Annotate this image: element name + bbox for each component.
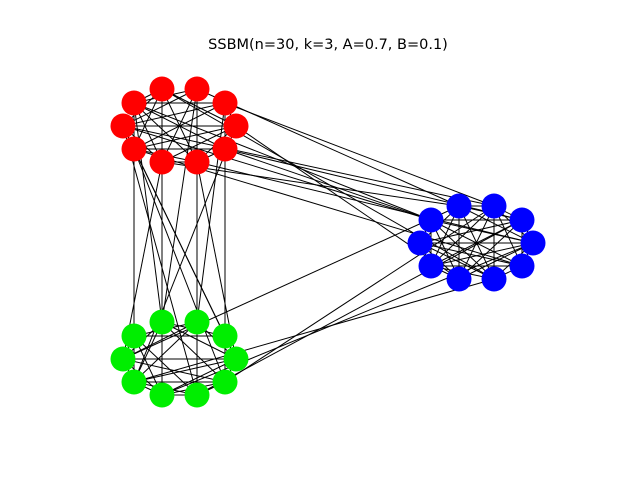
edge-4-7 [161,125,237,163]
edge-7-11 [161,161,460,207]
edge-9-24 [122,125,237,360]
node-29 [110,346,136,372]
node-28 [121,369,147,395]
edge-22-28 [133,321,198,383]
node-7 [149,149,175,175]
edge-5-10 [224,148,432,221]
edge-9-26 [122,125,198,396]
node-18 [418,253,444,279]
edge-11-14 [458,205,534,244]
edge-22-29 [122,321,198,360]
edge-21-25 [161,321,226,383]
node-13 [509,207,535,233]
node-6 [184,149,210,175]
node-14 [520,230,546,256]
edge-12-25 [224,205,495,383]
node-21 [149,309,175,335]
node-10 [418,207,444,233]
edge-14-17 [458,242,534,280]
edge-layer [122,88,534,396]
node-17 [446,266,472,292]
edge-3-12 [224,102,495,207]
edge-2-21 [161,88,198,323]
node-4 [223,113,249,139]
edge-13-26 [196,219,523,396]
edge-10-16 [430,219,495,280]
node-0 [121,90,147,116]
edge-16-28 [133,278,495,383]
node-25 [212,369,238,395]
edge-13-19 [419,219,523,244]
node-5 [212,136,238,162]
figure-title: SSBM(n=30, k=3, A=0.7, B=0.1) [208,37,448,53]
node-2 [184,76,210,102]
edge-0-10 [133,102,432,221]
node-12 [481,193,507,219]
edge-24-28 [133,358,237,383]
node-8 [121,136,147,162]
edge-8-25 [133,148,226,383]
edge-21-24 [161,321,237,360]
edge-14-18 [430,242,534,267]
edge-0-6 [133,102,198,163]
node-16 [481,266,507,292]
node-20 [121,323,147,349]
edge-11-29 [122,205,460,360]
node-11 [446,193,472,219]
edge-9-12 [122,125,495,207]
node-layer [110,76,546,408]
edge-24-27 [161,358,237,396]
edge-0-21 [133,102,163,323]
node-22 [184,309,210,335]
node-26 [184,382,210,408]
edge-5-13 [224,148,523,221]
edge-3-9 [122,102,226,127]
node-1 [149,76,175,102]
node-23 [212,323,238,349]
node-27 [149,382,175,408]
edge-1-4 [161,88,237,127]
edge-9-10 [122,125,432,221]
node-3 [212,90,238,116]
edge-2-9 [122,88,198,127]
node-19 [407,230,433,256]
node-24 [223,346,249,372]
edge-4-8 [133,125,237,150]
edge-12-18 [430,205,495,267]
edge-16-19 [419,242,495,280]
node-9 [110,113,136,139]
node-15 [509,253,535,279]
